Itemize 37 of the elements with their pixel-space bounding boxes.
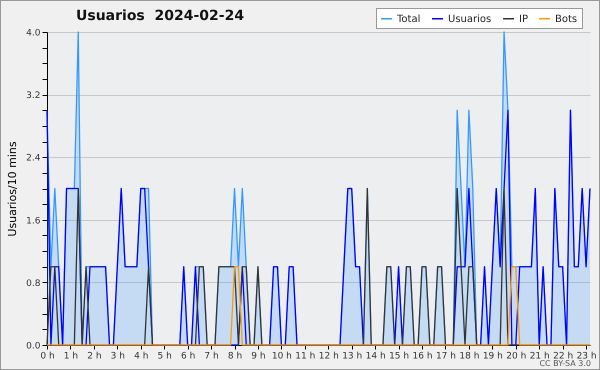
- x-tick-label: 17 h: [436, 352, 456, 362]
- x-tick-label: 1 h: [64, 352, 78, 362]
- x-tick-label: 2 h: [87, 352, 102, 362]
- legend-label: Bots: [555, 14, 578, 25]
- x-tick-label: 12 h: [318, 352, 339, 362]
- x-tick-label: 23 h: [576, 352, 597, 362]
- y-tick-label: 0.0: [26, 342, 41, 352]
- y-axis-title: Usuarios/10 mins: [6, 141, 20, 237]
- x-tick-label: 8 h: [228, 352, 242, 362]
- x-tick-label: 22 h: [553, 352, 574, 362]
- x-tick-label: 9 h: [251, 352, 266, 362]
- y-tick-label: 1.6: [26, 216, 41, 226]
- x-tick-label: 7 h: [204, 352, 219, 362]
- x-tick-label: 14 h: [366, 352, 386, 362]
- x-tick-label: 16 h: [412, 352, 433, 362]
- y-tick-label: 4.0: [26, 28, 41, 38]
- x-tick-label: 21 h: [530, 352, 550, 362]
- x-tick-label: 20 h: [506, 352, 526, 362]
- text: CC BY-SA 3.0: [539, 359, 591, 368]
- x-tick-label: 18 h: [459, 352, 480, 362]
- x-tick-label: 0 h: [40, 352, 55, 362]
- x-tick-label: 11 h: [295, 352, 316, 362]
- x-tick-label: 5 h: [158, 352, 172, 362]
- x-tick-label: 3 h: [110, 352, 125, 362]
- x-tick-label: 10 h: [272, 352, 292, 362]
- x-tick-label: 4 h: [134, 352, 148, 362]
- y-tick-label: 3.2: [26, 91, 40, 102]
- y-tick-label: 0.8: [26, 278, 41, 289]
- legend-label: Usuarios: [448, 14, 492, 25]
- x-tick-label: 15 h: [389, 352, 410, 362]
- x-tick-label: 19 h: [482, 352, 503, 362]
- x-tick-label: 13 h: [342, 352, 362, 362]
- legend-label: Total: [396, 14, 420, 25]
- legend-label: IP: [519, 14, 528, 25]
- chart-title: Usuarios 2024-02-24: [76, 8, 244, 24]
- x-tick-label: 6 h: [180, 352, 196, 362]
- y-tick-label: 2.4: [26, 154, 41, 164]
